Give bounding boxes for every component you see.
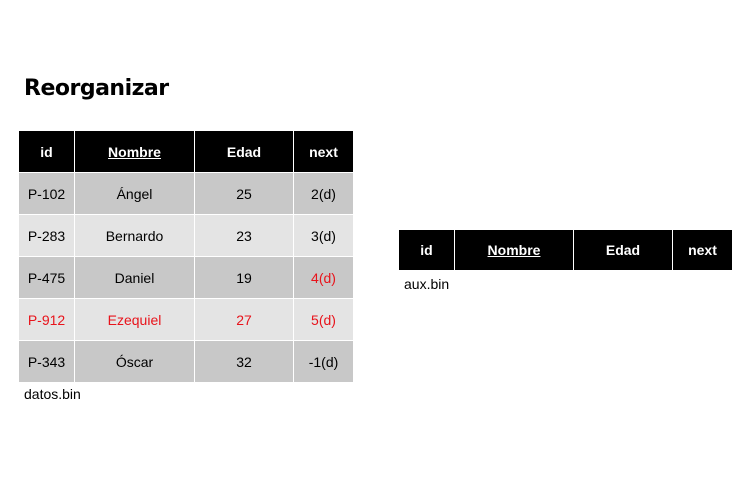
header-next: next	[672, 229, 733, 271]
cell-next: 3(d)	[293, 214, 354, 257]
header-nombre: Nombre	[454, 229, 574, 271]
aux-table: id Nombre Edad next	[398, 229, 733, 271]
aux-file-label: aux.bin	[404, 276, 450, 292]
header-next: next	[293, 130, 354, 173]
cell-id: P-343	[18, 340, 75, 383]
table-row: P-475 Daniel 19 4(d)	[18, 256, 354, 299]
cell-next: 2(d)	[293, 172, 354, 215]
datos-file-label: datos.bin	[24, 386, 81, 402]
cell-edad: 25	[194, 172, 294, 215]
cell-id: P-475	[18, 256, 75, 299]
cell-edad: 32	[194, 340, 294, 383]
header-edad: Edad	[194, 130, 294, 173]
table-row: P-102 Ángel 25 2(d)	[18, 172, 354, 215]
table-row: P-283 Bernardo 23 3(d)	[18, 214, 354, 257]
aux-header-row: id Nombre Edad next	[398, 229, 733, 271]
cell-id-highlighted: P-912	[18, 298, 75, 341]
cell-nombre: Daniel	[74, 256, 195, 299]
header-nombre: Nombre	[74, 130, 195, 173]
cell-nombre-highlighted: Ezequiel	[74, 298, 195, 341]
cell-id: P-283	[18, 214, 75, 257]
cell-nombre: Ángel	[74, 172, 195, 215]
cell-next-highlighted: 4(d)	[293, 256, 354, 299]
header-id: id	[18, 130, 75, 173]
header-id: id	[398, 229, 455, 271]
cell-edad: 19	[194, 256, 294, 299]
cell-nombre: Bernardo	[74, 214, 195, 257]
table-row-highlighted: P-912 Ezequiel 27 5(d)	[18, 298, 354, 341]
cell-id: P-102	[18, 172, 75, 215]
cell-nombre: Óscar	[74, 340, 195, 383]
cell-edad-highlighted: 27	[194, 298, 294, 341]
cell-next: -1(d)	[293, 340, 354, 383]
table-row: P-343 Óscar 32 -1(d)	[18, 340, 354, 383]
datos-table: id Nombre Edad next P-102 Ángel 25 2(d) …	[18, 130, 354, 383]
cell-edad: 23	[194, 214, 294, 257]
cell-next-highlighted: 5(d)	[293, 298, 354, 341]
header-edad: Edad	[573, 229, 673, 271]
datos-header-row: id Nombre Edad next	[18, 130, 354, 173]
page-title: Reorganizar	[24, 76, 169, 101]
